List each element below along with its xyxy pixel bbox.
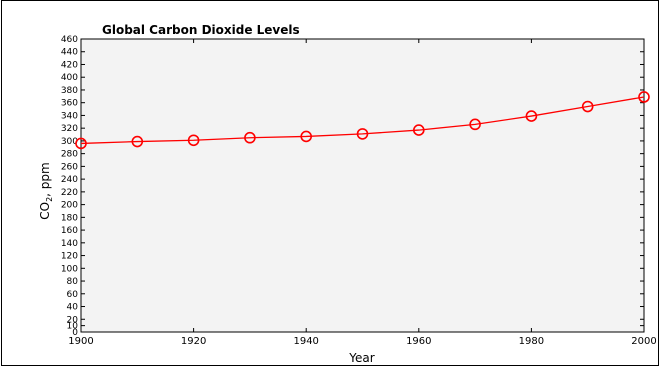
x-tick-label: 2000 <box>631 336 656 347</box>
x-tick-label: 1940 <box>293 336 318 347</box>
x-axis: 1900 1920 1940 1960 1980 2000 <box>68 39 657 347</box>
y-tick-label: 240 <box>61 175 78 185</box>
data-point <box>469 118 481 131</box>
y-axis-title-main: CO <box>38 202 52 220</box>
y-tick-label: 60 <box>67 290 79 300</box>
data-point <box>244 131 256 144</box>
data-point <box>525 110 538 122</box>
series-line <box>80 96 645 145</box>
y-tick-label: 380 <box>61 86 78 96</box>
data-point <box>187 134 200 147</box>
y-tick-label: 0 <box>72 328 78 338</box>
x-tick-label: 1920 <box>181 336 206 347</box>
y-axis-title-subscript: 2 <box>45 197 54 202</box>
y-axis-title-unit: ppm <box>38 162 52 189</box>
data-point <box>300 130 313 143</box>
y-tick-label: 80 <box>67 277 79 287</box>
y-tick-label: 420 <box>61 60 78 70</box>
y-tick-label: 340 <box>61 111 78 121</box>
y-tick-label: 300 <box>61 137 78 147</box>
y-tick-label: 10 <box>67 322 79 332</box>
y-tick-label: 120 <box>61 252 78 262</box>
x-tick-label: 1980 <box>519 336 544 347</box>
y-axis-title: CO2, ppm <box>38 162 54 220</box>
x-tick-label: 1960 <box>406 336 431 347</box>
y-tick-label: 260 <box>61 162 78 172</box>
data-point <box>581 100 594 113</box>
data-point <box>75 137 87 150</box>
y-tick-label: 440 <box>61 48 78 58</box>
x-tick-label: 1900 <box>68 336 93 347</box>
y-tick-label: 20 <box>67 315 79 325</box>
y-tick-label: 220 <box>61 188 78 198</box>
data-point <box>356 128 369 140</box>
y-tick-label: 280 <box>61 150 78 160</box>
data-point <box>638 91 650 103</box>
y-tick-label: 200 <box>61 201 78 211</box>
plot-area <box>80 38 645 333</box>
y-axis-title-comma: , <box>38 189 52 197</box>
y-tick-label: 100 <box>61 264 78 274</box>
y-tick-label: 160 <box>61 226 78 236</box>
data-point <box>412 124 425 136</box>
y-tick-label: 320 <box>61 124 78 134</box>
y-tick-label: 460 <box>61 35 78 45</box>
y-tick-label: 40 <box>67 303 79 313</box>
series-co2 <box>75 91 650 150</box>
x-axis-title: Year <box>348 351 374 365</box>
y-tick-label: 360 <box>61 99 78 109</box>
chart-title: Global Carbon Dioxide Levels <box>102 23 300 37</box>
data-point <box>131 135 144 148</box>
y-tick-label: 140 <box>61 239 78 249</box>
y-tick-label: 180 <box>61 213 78 223</box>
y-tick-label: 400 <box>61 73 78 83</box>
svg-text:CO2, ppm: CO2, ppm <box>38 162 54 220</box>
